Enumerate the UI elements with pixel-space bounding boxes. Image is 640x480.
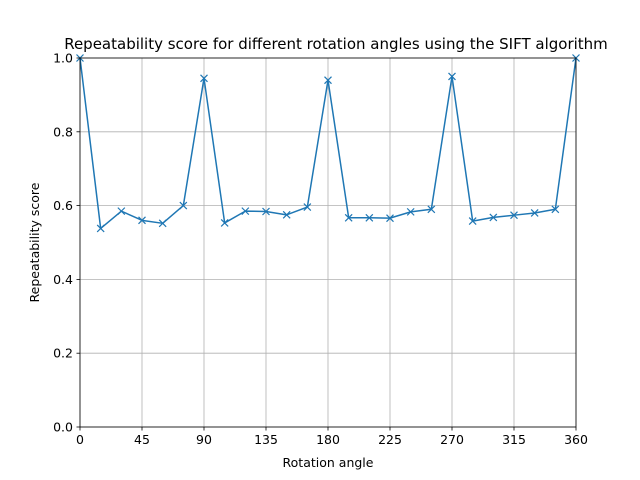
x-tick-label: 180 — [316, 432, 340, 447]
x-tick-label: 90 — [196, 432, 212, 447]
x-tick-label: 360 — [564, 432, 588, 447]
data-point — [386, 214, 394, 223]
chart-title: Repeatability score for different rotati… — [64, 35, 608, 53]
data-point — [468, 217, 477, 226]
x-tick-label: 225 — [378, 432, 402, 447]
data-point — [117, 207, 126, 216]
data-point — [427, 205, 436, 214]
data-point — [510, 211, 518, 220]
axis-ticks: 0 45 90 135 180 225 270 315 360 0.0 0.2 0.4 0.6 0.8 1.… — [53, 51, 588, 448]
data-point — [241, 207, 250, 216]
data-point — [200, 74, 208, 83]
y-tick-label: 0.6 — [53, 198, 73, 213]
y-tick-label: 0.4 — [53, 272, 73, 287]
x-tick-label: 0 — [76, 432, 84, 447]
data-point — [303, 203, 312, 212]
data-point — [220, 219, 229, 227]
x-axis-label: Rotation angle — [283, 455, 374, 470]
data-point — [158, 219, 167, 228]
data-point — [448, 72, 456, 81]
x-tick-label: 270 — [440, 432, 464, 447]
y-tick-label: 1.0 — [53, 51, 73, 66]
data-point — [344, 213, 353, 222]
data-point — [551, 205, 560, 214]
data-point — [96, 224, 105, 233]
x-tick-label: 135 — [254, 432, 278, 447]
y-tick-label: 0.2 — [53, 346, 73, 361]
y-tick-label: 0.0 — [53, 420, 73, 435]
data-point — [530, 209, 539, 217]
x-tick-label: 45 — [134, 432, 150, 447]
data-point — [406, 207, 415, 216]
series-layer — [76, 54, 580, 233]
data-point — [179, 201, 188, 210]
data-point — [282, 210, 291, 219]
data-point — [365, 213, 374, 222]
data-point — [489, 213, 498, 222]
data-point — [138, 216, 146, 225]
x-tick-label: 315 — [502, 432, 526, 447]
y-tick-label: 0.8 — [53, 124, 73, 139]
y-axis-label: Repeatability score — [27, 182, 42, 302]
data-point — [262, 207, 270, 216]
data-point — [324, 76, 332, 85]
grid — [79, 57, 577, 428]
